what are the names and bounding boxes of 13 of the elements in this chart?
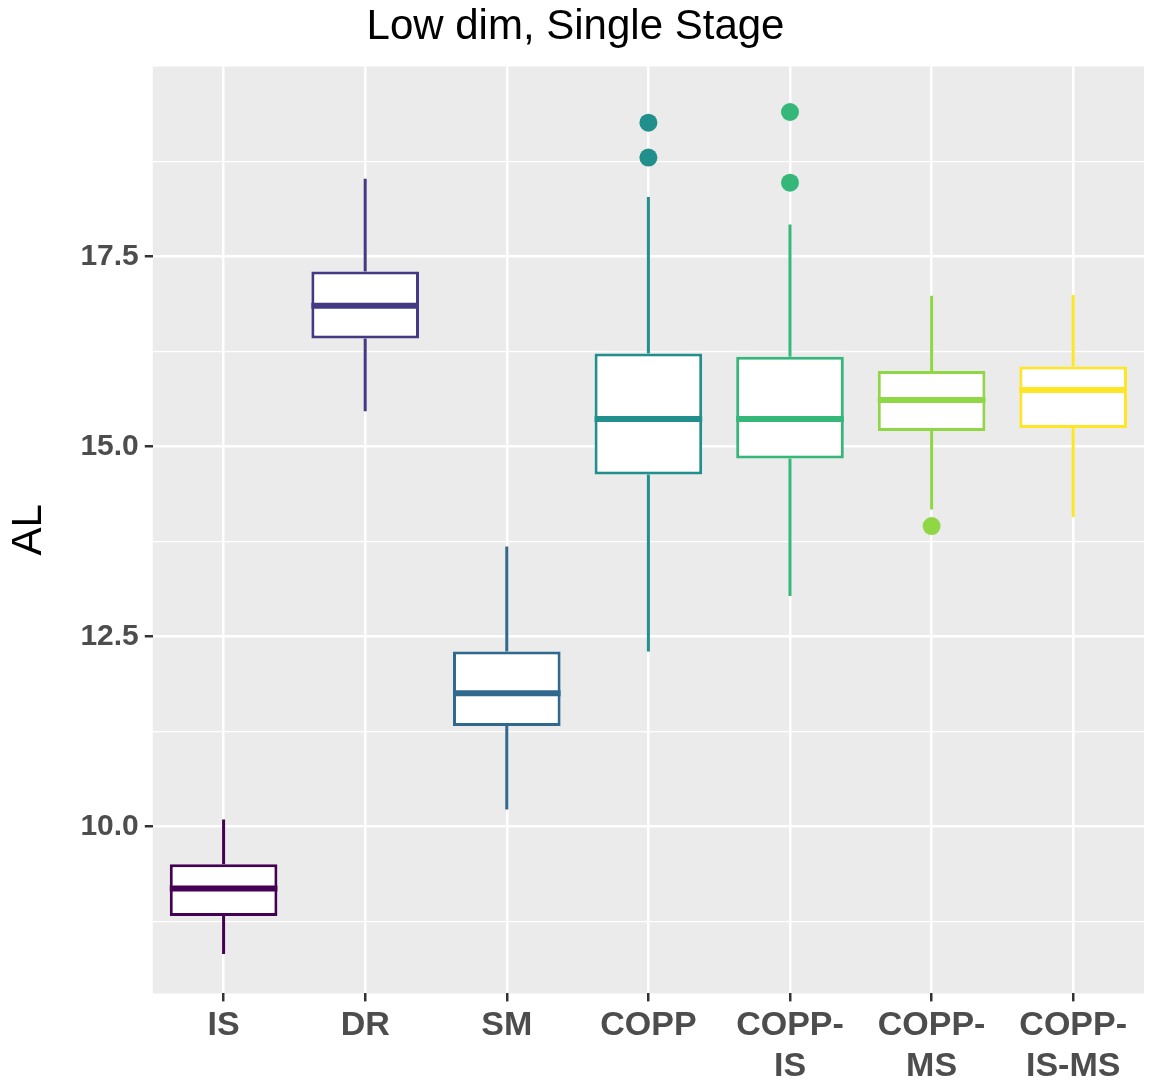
x-tick-label: SM — [481, 1004, 533, 1043]
y-axis-title: AL — [2, 504, 50, 556]
x-tick-label: COPP-IS-MS — [1019, 1004, 1128, 1083]
x-tick-label: COPP — [600, 1004, 697, 1043]
y-tick-label: 15.0 — [80, 427, 139, 461]
y-tick-label: 10.0 — [80, 807, 139, 841]
x-tick-label: COPP-IS — [736, 1004, 844, 1083]
y-tick-label: 12.5 — [80, 617, 139, 651]
chart-title: Low dim, Single Stage — [366, 0, 785, 48]
x-tick-label: DR — [340, 1004, 390, 1043]
y-tick-label: 17.5 — [80, 237, 139, 271]
x-tick-label: IS — [207, 1004, 240, 1043]
x-tick-label: COPP-MS — [877, 1004, 986, 1083]
